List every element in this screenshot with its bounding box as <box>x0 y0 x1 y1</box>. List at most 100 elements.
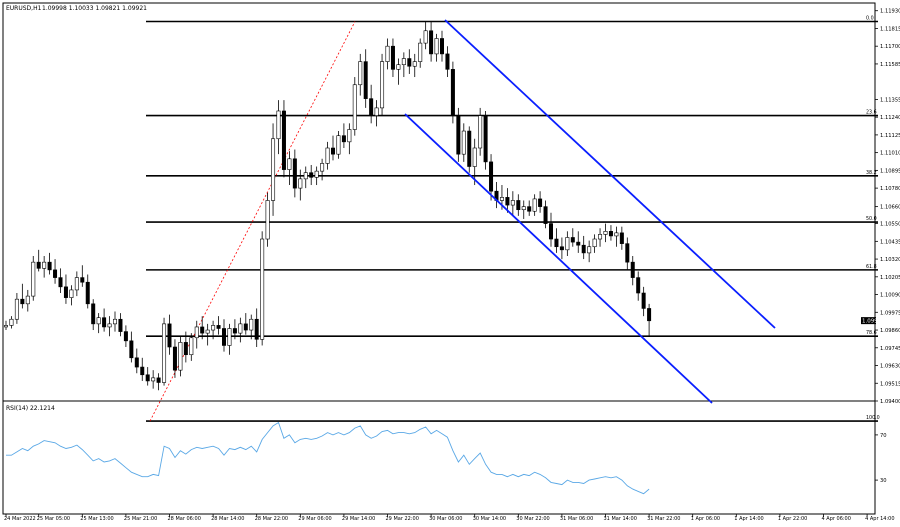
rsi-indicator: 70 30 <box>6 421 887 495</box>
price-tick-label: 1.09860 <box>880 328 900 334</box>
price-tick-label: 1.10895 <box>880 168 900 174</box>
candle-body <box>478 115 483 149</box>
price-tick-label: 1.10205 <box>880 275 900 281</box>
price-tick-label: 1.10550 <box>880 222 900 228</box>
candle-body <box>25 295 30 305</box>
time-tick-label: 30 Mar 22:00 <box>516 516 549 522</box>
candle-body <box>647 308 652 322</box>
candle-body <box>581 244 586 254</box>
time-tick-label: 29 Mar 06:00 <box>298 516 331 522</box>
time-tick-label: 25 Mar 21:00 <box>124 516 157 522</box>
price-tick-label: 1.11125 <box>880 133 900 139</box>
candle-body <box>183 342 188 356</box>
candle-body <box>194 326 199 339</box>
candle-body <box>47 261 52 271</box>
time-tick-label: 1 Apr 22:00 <box>778 516 807 522</box>
candle-body <box>303 172 308 180</box>
time-tick-label: 4 Apr 06:00 <box>822 516 851 522</box>
time-tick-label: 28 Mar 14:00 <box>211 516 244 522</box>
candle-body <box>91 303 96 325</box>
candle-body <box>42 261 47 269</box>
candle-body <box>341 135 346 143</box>
candle-body <box>570 237 575 243</box>
time-tick-label: 31 Mar 14:00 <box>604 516 637 522</box>
candle-body <box>211 325 216 331</box>
candle-body <box>178 342 183 371</box>
current-price-label: 1.09921 <box>862 319 885 325</box>
rsi-title: RSI(14) 22.1214 <box>6 405 55 412</box>
candle-body <box>538 198 543 207</box>
price-tick-label: 1.10435 <box>880 239 900 245</box>
candle-body <box>576 241 581 246</box>
candle-body <box>390 45 395 70</box>
fibonacci-trendline <box>149 21 356 422</box>
candle-body <box>363 61 368 99</box>
time-tick-label: 29 Mar 22:00 <box>386 516 419 522</box>
candle-body <box>151 377 156 382</box>
candle-body <box>156 377 161 383</box>
candle-body <box>412 61 417 67</box>
candle-body <box>587 246 592 254</box>
candle-body <box>472 147 477 167</box>
candle-body <box>292 158 297 189</box>
candle-body <box>385 45 390 62</box>
candle-body <box>9 318 14 326</box>
candle-body <box>205 329 210 334</box>
candle-body <box>499 197 504 201</box>
fib-level-label-1: 23.6 <box>866 110 877 116</box>
fib-level-label-6: 100.0 <box>866 415 880 421</box>
candle-body <box>445 53 450 70</box>
candle-body <box>134 357 139 368</box>
price-tick-label: 1.10780 <box>880 186 900 192</box>
rsi-line <box>6 421 650 495</box>
candle-body <box>330 147 335 155</box>
price-tick-label: 1.09515 <box>880 381 900 387</box>
candle-body <box>603 231 608 235</box>
price-tick-label: 1.09400 <box>880 399 900 405</box>
symbol-label: EURUSD,H1 <box>6 5 42 12</box>
candle-body <box>129 340 134 359</box>
candle-body <box>254 318 259 340</box>
time-tick-label: 1 Apr 14:00 <box>734 516 763 522</box>
price-tick-label: 1.09745 <box>880 346 900 352</box>
time-tick-label: 31 Mar 06:00 <box>560 516 593 522</box>
descending-channel[interactable] <box>404 19 776 404</box>
time-tick-label: 1 Apr 06:00 <box>691 516 720 522</box>
price-tick-label: 1.11240 <box>880 115 900 121</box>
candle-body <box>31 261 36 297</box>
candle-body <box>74 277 79 291</box>
current-price-tag: 1.09921 <box>861 317 885 325</box>
candle-body <box>287 158 292 170</box>
candle-body <box>309 172 314 178</box>
candle-body <box>380 61 385 109</box>
price-tick-label: 1.10320 <box>880 257 900 263</box>
candle-body <box>69 289 74 298</box>
candle-body <box>14 298 19 320</box>
candle-body <box>227 328 232 346</box>
candle-body <box>118 318 123 332</box>
candle-body <box>238 323 243 334</box>
time-tick-label: 24 Mar 2022 <box>4 516 36 522</box>
candle-body <box>320 163 325 172</box>
price-tick-label: 1.11010 <box>880 151 900 157</box>
candle-body <box>281 110 286 170</box>
time-tick-label: 30 Mar 14:00 <box>473 516 506 522</box>
candle-body <box>489 161 494 192</box>
time-tick-label: 4 Apr 14:00 <box>865 516 894 522</box>
current-price-bg <box>861 317 876 325</box>
ohlc-label: 1.09998 1.10033 1.09821 1.09921 <box>42 5 147 12</box>
candle-body <box>423 30 428 44</box>
candle-body <box>145 374 150 382</box>
fib-level-label-5: 78.6 <box>866 330 877 336</box>
candle-body <box>505 197 510 206</box>
candle-body <box>58 277 63 288</box>
candle-body <box>467 130 472 167</box>
fib-level-label-2: 38.2 <box>866 170 877 176</box>
candle-body <box>369 98 374 116</box>
fib-level-label-3: 50.0 <box>866 216 877 222</box>
candle-body <box>548 223 553 240</box>
candle-body <box>80 277 85 283</box>
time-tick-label: 31 Mar 22:00 <box>647 516 680 522</box>
